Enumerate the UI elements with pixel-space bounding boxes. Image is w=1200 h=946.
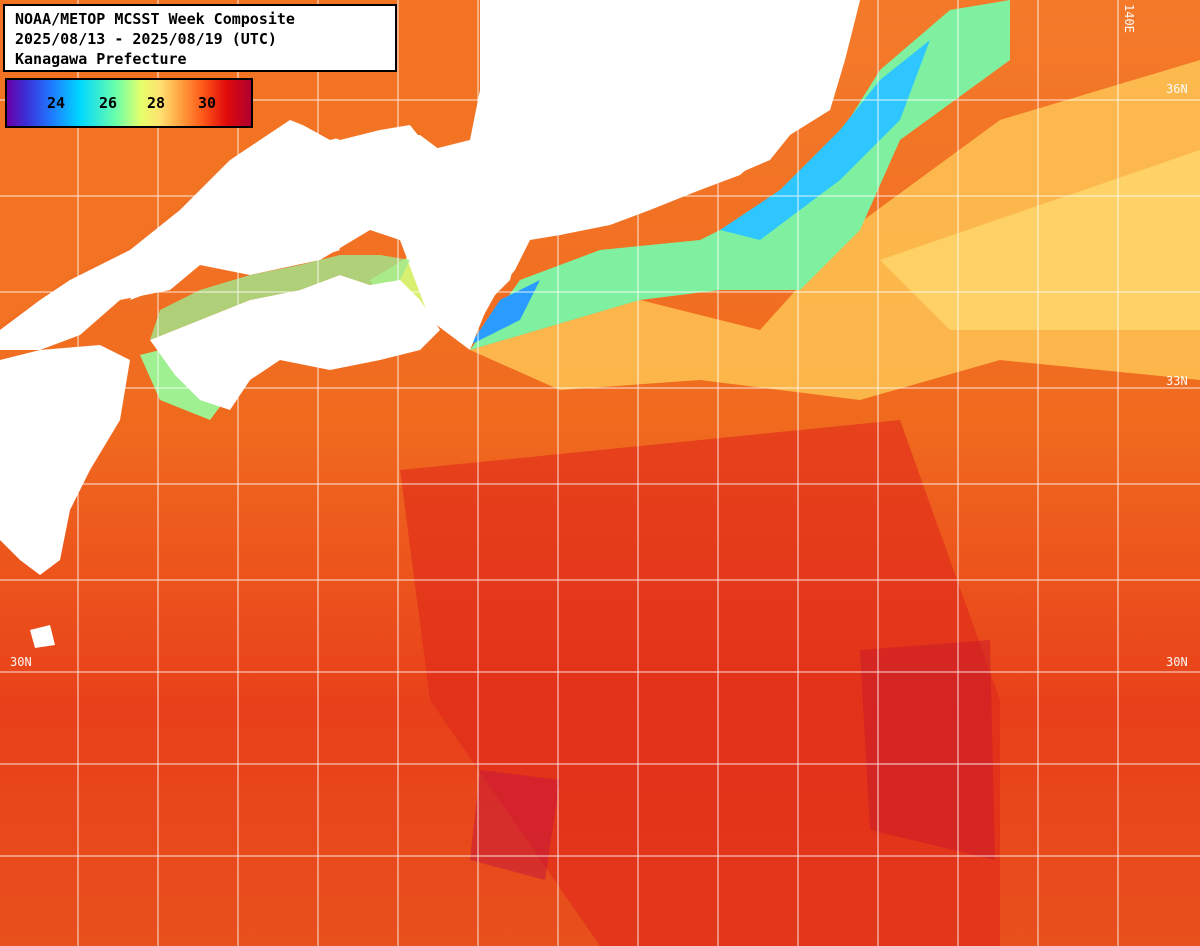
legend-tick: 26 [99,94,118,112]
hot-sea-region [470,770,560,880]
coastal-cold-water [470,280,540,345]
cool-sea-band [880,150,1200,330]
land-honshu-inner [130,0,860,340]
lat-label-33-right: 33N [1166,374,1188,388]
title-line-3: Kanagawa Prefecture [15,50,187,68]
color-scale-legend: 24 26 28 30 [5,78,253,128]
legend-tick: 30 [198,94,217,112]
lat-label-36-right: 36N [1166,82,1188,96]
land-kyushu [0,345,130,575]
title-line-1: NOAA/METOP MCSST Week Composite [15,10,295,28]
lat-label-30-left: 30N [10,655,32,669]
lon-label-136: 136E [482,4,496,33]
lat-label-33-left: 33N [6,374,28,388]
island-small [30,625,55,648]
sea-between-shikoku [150,255,410,340]
lat-label-30-right: 30N [1166,655,1188,669]
land-shikoku-body [150,275,440,410]
title-box: NOAA/METOP MCSST Week Composite 2025/08/… [3,4,397,72]
legend-tick: 28 [147,94,166,112]
lon-label-140: 140E [1122,4,1136,33]
hot-sea-region [860,640,995,860]
legend-tick: 24 [47,94,66,112]
title-line-2: 2025/08/13 - 2025/08/19 (UTC) [15,30,277,48]
hot-sea-region [400,420,1000,946]
